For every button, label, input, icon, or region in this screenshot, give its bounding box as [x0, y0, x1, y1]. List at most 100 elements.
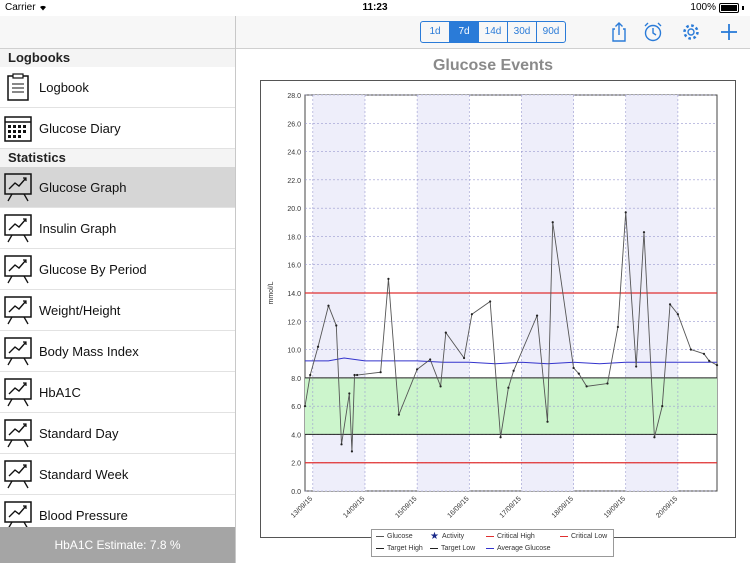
glucose-point	[642, 231, 646, 234]
y-tick-label: 22.0	[287, 178, 301, 185]
glucose-point	[489, 300, 492, 303]
chart-frame: 0.0 2.0 4.0 6.0 8.0 10.0 12.0 14.0 16.0 18.0 20.0 2…	[260, 80, 736, 538]
glucose-point	[309, 373, 312, 377]
average-glucose-line	[305, 357, 717, 365]
glucose-point	[379, 371, 382, 374]
glucose-point	[635, 365, 638, 368]
sidebar-item-standard-day[interactable]: Standard Day	[0, 413, 235, 454]
y-tick-label: 10.0	[287, 348, 301, 355]
y-tick-label: 12.0	[287, 319, 301, 326]
sidebar-item-label: Standard Day	[39, 425, 119, 441]
chart-icon	[3, 418, 33, 448]
section-title-statistics: Statistics	[0, 149, 235, 167]
y-tick-label: 4.0	[291, 432, 301, 439]
sidebar-item-label: Blood Pressure	[39, 507, 128, 523]
legend-activity: ★ Activity	[430, 531, 464, 542]
range-14d[interactable]: 14d	[479, 22, 508, 42]
chart-icon	[3, 295, 33, 325]
glucose-point	[462, 356, 466, 360]
battery: 100%	[690, 2, 744, 13]
chart-icon	[3, 213, 33, 243]
x-tick-label: 20/09/15	[655, 495, 679, 519]
sidebar-item-label: Logbook	[39, 79, 89, 95]
chart-title: Glucose Events	[432, 57, 554, 74]
range-segmented-control: 1d 7d 14d 30d 90d	[420, 21, 566, 43]
legend-average-glucose: Average Glucose	[486, 545, 551, 552]
sidebar-item-weight-height[interactable]: Weight/Height	[0, 290, 235, 331]
clock: 11:23	[362, 2, 388, 13]
glucose-point	[340, 443, 343, 446]
legend-label: Glucose	[387, 533, 413, 540]
legend-glucose: Glucose	[376, 533, 413, 540]
sidebar-item-glucose-diary[interactable]: Glucose Diary	[0, 108, 235, 149]
sidebar-item-label: Body Mass Index	[39, 343, 139, 359]
glucose-point	[353, 373, 356, 377]
glucose-point	[661, 405, 664, 408]
sidebar-item-logbook[interactable]: Logbook	[0, 67, 235, 108]
glucose-point	[335, 324, 338, 327]
alarm-icon[interactable]	[642, 21, 664, 43]
y-axis-label: mmol/L	[268, 281, 275, 304]
sidebar-item-glucose-graph[interactable]: Glucose Graph	[0, 167, 235, 208]
glucose-point	[577, 372, 580, 375]
glucose-point	[350, 450, 354, 453]
legend-label: Target High	[387, 545, 423, 552]
chart-legend: Glucose ★ Activity Critical High Critical…	[371, 529, 614, 557]
chart-icon	[3, 500, 33, 530]
battery-icon	[719, 2, 739, 13]
range-30d[interactable]: 30d	[508, 22, 537, 42]
x-tick-label: 16/09/15	[446, 495, 470, 519]
share-icon[interactable]	[608, 21, 630, 43]
glucose-point	[715, 364, 719, 367]
glucose-point	[653, 436, 656, 439]
glucose-point	[616, 325, 620, 329]
chart-icon	[3, 377, 33, 407]
y-tick-label: 24.0	[287, 150, 301, 157]
range-1d[interactable]: 1d	[421, 22, 450, 42]
sidebar-item-label: Standard Week	[39, 466, 129, 482]
y-tick-label: 26.0	[287, 121, 301, 128]
range-7d[interactable]: 7d	[450, 22, 479, 42]
x-tick-label: 15/09/15	[394, 495, 418, 519]
sidebar-item-body-mass-index[interactable]: Body Mass Index	[0, 331, 235, 372]
sidebar-item-label: Glucose By Period	[39, 261, 147, 277]
gear-icon[interactable]	[680, 21, 702, 43]
glucose-point	[606, 382, 609, 385]
glucose-point	[327, 304, 330, 307]
glucose-point	[668, 303, 672, 306]
carrier-label: Carrier	[5, 2, 48, 13]
chart-icon	[3, 336, 33, 366]
glucose-point	[535, 314, 539, 317]
x-tick-label: 17/09/15	[499, 495, 523, 519]
range-90d[interactable]: 90d	[542, 26, 560, 37]
sidebar-item-glucose-by-period[interactable]: Glucose By Period	[0, 249, 235, 290]
legend-label: Activity	[441, 533, 465, 540]
glucose-point	[499, 436, 502, 439]
sidebar-item-label: Glucose Diary	[39, 120, 121, 136]
y-tick-label: 20.0	[287, 206, 301, 213]
hba1c-estimate: HbA1C Estimate: 7.8 %	[0, 527, 235, 563]
battery-tip	[742, 5, 744, 10]
glucose-point	[444, 331, 447, 334]
y-tick-label: 8.0	[291, 376, 301, 383]
clipboard-icon	[3, 72, 33, 102]
sidebar-item-insulin-graph[interactable]: Insulin Graph	[0, 208, 235, 249]
add-icon[interactable]	[718, 21, 740, 43]
sidebar-item-hba1c[interactable]: HbA1C	[0, 372, 235, 413]
x-tick-label: 13/09/15	[290, 495, 314, 519]
legend-label: Average Glucose	[497, 545, 551, 552]
glucose-point	[708, 359, 711, 362]
star-icon: ★	[430, 531, 439, 542]
calendar-icon	[3, 113, 33, 143]
y-tick-label: 14.0	[287, 291, 301, 298]
y-tick-label: 28.0	[287, 93, 301, 100]
glucose-point	[397, 413, 400, 416]
sidebar-item-standard-week[interactable]: Standard Week	[0, 454, 235, 495]
glucose-point	[348, 392, 351, 395]
legend-target-high: Target High	[376, 545, 423, 552]
legend-label: Critical Low	[571, 533, 608, 540]
section-title-logbooks: Logbooks	[0, 49, 235, 67]
y-tick-label: 16.0	[287, 263, 301, 270]
glucose-point	[439, 385, 442, 388]
glucose-point	[585, 385, 588, 388]
